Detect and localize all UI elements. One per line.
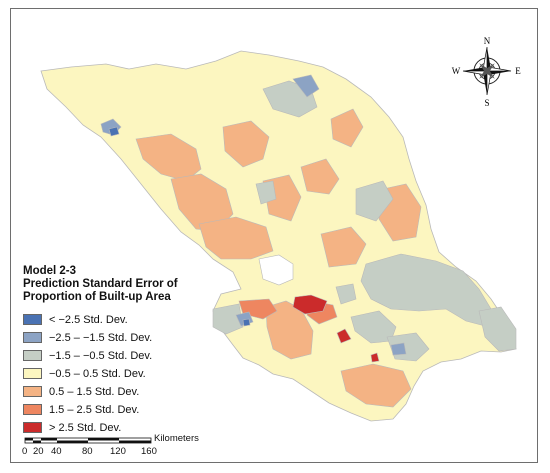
legend-label: 1.5 – 2.5 Std. Dev. (49, 403, 140, 416)
scale-tick-label: 0 (22, 446, 28, 457)
scale-tick-label: 120 (110, 446, 126, 457)
legend-label: > 2.5 Std. Dev. (49, 421, 122, 434)
legend-item: −1.5 – −0.5 Std. Dev. (23, 349, 152, 362)
legend-label: < −2.5 Std. Dev. (49, 313, 128, 326)
west-label: W (452, 66, 461, 76)
legend-item: 1.5 – 2.5 Std. Dev. (23, 403, 139, 416)
scale-tick-label: 20 (33, 446, 44, 457)
legend-item: 0.5 – 1.5 Std. Dev. (23, 385, 139, 398)
legend-title-line1: Model 2-3 (23, 265, 77, 277)
legend-title-line3: Proportion of Built-up Area (23, 291, 171, 303)
legend-swatch (23, 314, 42, 325)
scale-tick-label: 160 (141, 446, 157, 457)
scale-unit-label: Kilometers (154, 433, 199, 444)
map-frame: N S E W Model 2-3 Prediction Standard Er… (10, 8, 538, 463)
legend-swatch (23, 350, 42, 361)
scale-bar (24, 437, 152, 444)
legend-swatch (23, 332, 42, 343)
scale-tick-label: 40 (51, 446, 62, 457)
east-label: E (515, 66, 521, 76)
legend-swatch (23, 422, 42, 433)
legend-label: −1.5 – −0.5 Std. Dev. (49, 349, 153, 362)
scale-tick-label: 80 (82, 446, 93, 457)
region-layer (100, 74, 517, 408)
north-arrow: N S E W (452, 36, 522, 108)
north-label: N (484, 36, 491, 46)
legend-swatch (23, 368, 42, 379)
legend-label: 0.5 – 1.5 Std. Dev. (49, 385, 140, 398)
legend-label: −0.5 – 0.5 Std. Dev. (49, 367, 146, 380)
legend-item: < −2.5 Std. Dev. (23, 313, 128, 326)
map-canvas: N S E W (24, 36, 522, 444)
legend-item: > 2.5 Std. Dev. (23, 421, 121, 434)
legend-label: −2.5 – −1.5 Std. Dev. (49, 331, 153, 344)
legend-swatch (23, 404, 42, 415)
legend-item: −0.5 – 0.5 Std. Dev. (23, 367, 146, 380)
legend-title-line2: Prediction Standard Error of (23, 278, 178, 290)
legend-swatch (23, 386, 42, 397)
south-label: S (484, 98, 489, 108)
legend-item: −2.5 – −1.5 Std. Dev. (23, 331, 152, 344)
